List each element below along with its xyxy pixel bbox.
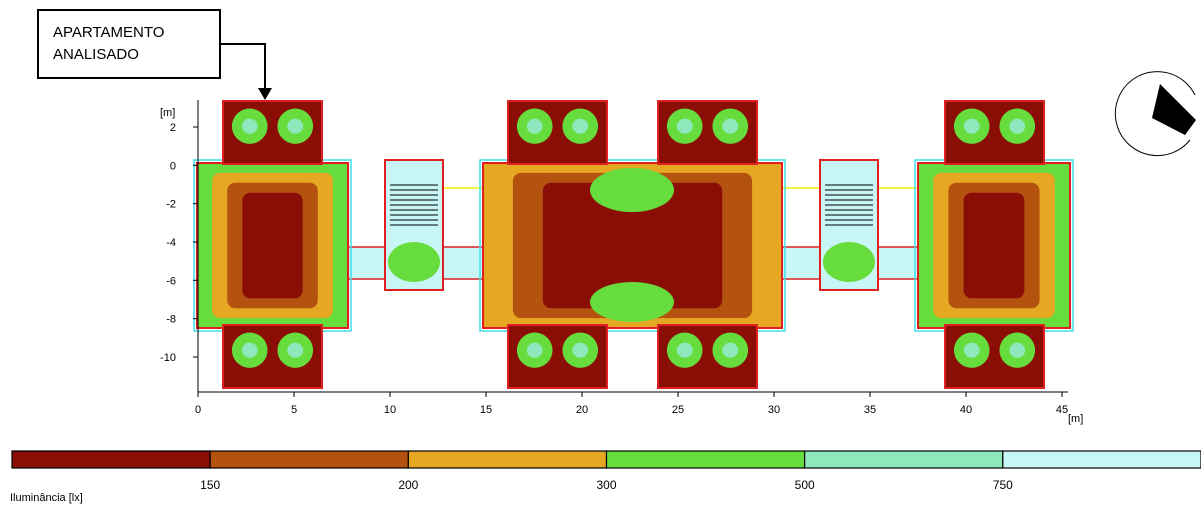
illuminance-zone [527,119,543,134]
illuminance-zone [572,119,588,134]
illuminance-zone [388,242,440,282]
y-tick-label: 0 [170,160,176,172]
compass-needle [1152,84,1196,135]
x-tick-label: 30 [768,404,780,416]
legend-swatch [1003,451,1201,468]
illuminance-zone [823,242,875,282]
x-tick-label: 20 [576,404,588,416]
illuminance-zone [590,282,674,322]
x-unit: [m] [1068,413,1083,425]
legend-label: 300 [596,478,616,492]
illuminance-zone [722,343,738,358]
illuminance-zone [572,343,588,358]
legend-label: 200 [398,478,418,492]
y-tick-label: -2 [166,199,176,211]
illuminance-zone [242,343,258,358]
y-tick-label: -4 [166,237,176,249]
illuminance-zone [242,193,302,299]
y-unit: [m] [160,107,175,119]
y-tick-label: -10 [160,352,176,364]
x-tick-label: 10 [384,404,396,416]
y-tick-label: -8 [166,314,176,326]
callout-box [38,10,220,78]
y-tick-label: 2 [170,122,176,134]
legend-label: 150 [200,478,220,492]
callout-arrow [220,44,265,92]
y-tick-label: -6 [166,275,176,287]
legend-title: Iluminância [lx] [10,492,83,504]
illuminance-zone [242,119,258,134]
x-tick-label: 35 [864,404,876,416]
legend-label: 500 [795,478,815,492]
illuminance-zone [964,343,980,358]
legend-swatch [408,451,606,468]
legend-label: 750 [993,478,1013,492]
arrow-head [258,88,272,100]
illuminance-plan: APARTAMENTO ANALISADO [m] [m] Iluminânci… [0,0,1201,506]
x-tick-label: 40 [960,404,972,416]
illuminance-zone [287,343,303,358]
legend-swatch [607,451,805,468]
illuminance-zone [1009,119,1025,134]
x-tick-label: 15 [480,404,492,416]
illuminance-zone [722,119,738,134]
x-tick-label: 25 [672,404,684,416]
legend-swatch [210,451,408,468]
illuminance-zone [964,119,980,134]
illuminance-zone [287,119,303,134]
illuminance-zone [590,168,674,212]
illuminance-zone [677,119,693,134]
illuminance-zone [527,343,543,358]
legend-swatch [12,451,210,468]
callout-text: APARTAMENTO [53,24,164,41]
x-tick-label: 45 [1056,404,1068,416]
legend-swatch [805,451,1003,468]
illuminance-zone [677,343,693,358]
x-tick-label: 5 [291,404,297,416]
callout-text: ANALISADO [53,46,139,63]
illuminance-zone [1009,343,1025,358]
x-tick-label: 0 [195,404,201,416]
floor-plan [194,101,1073,388]
illuminance-zone [964,193,1025,299]
